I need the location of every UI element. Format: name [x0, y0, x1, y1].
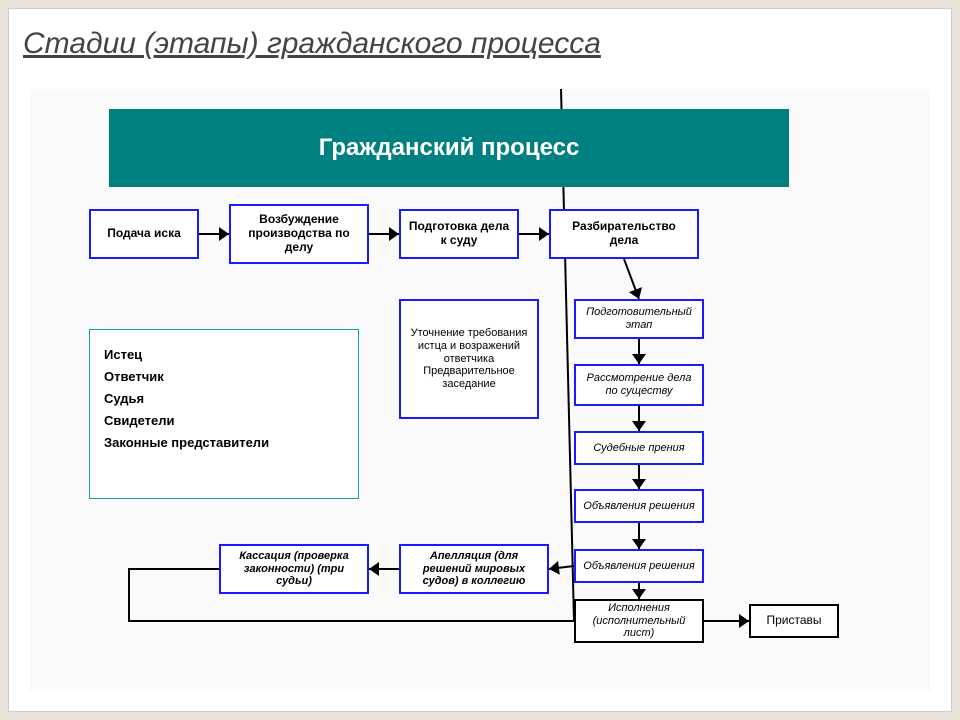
- header-box: Гражданский процесс: [109, 109, 789, 187]
- page-title: Стадии (этапы) гражданского процесса: [9, 9, 951, 71]
- participants-box: Истец Ответчик Судья Свидетели Законные пред…: [89, 329, 359, 499]
- node-n4: Разбирательство дела: [549, 209, 699, 259]
- node-n14: Приставы: [749, 604, 839, 638]
- node-n2: Возбуждение производства по делу: [229, 204, 369, 264]
- participant-item: Свидетели: [104, 413, 344, 428]
- node-n6: Подготовительный этап: [574, 299, 704, 339]
- node-n1: Подача иска: [89, 209, 199, 259]
- node-n7: Рассмотрение дела по существу: [574, 364, 704, 406]
- node-n3: Подготовка дела к суду: [399, 209, 519, 259]
- participant-item: Законные представители: [104, 435, 344, 450]
- node-n8: Судебные прения: [574, 431, 704, 465]
- participant-item: Ответчик: [104, 369, 344, 384]
- participant-item: Истец: [104, 347, 344, 362]
- node-n9: Объявления решения: [574, 489, 704, 523]
- node-n5: Уточнение требования истца и возражений …: [399, 299, 539, 419]
- slide: Стадии (этапы) гражданского процесса Гра…: [8, 8, 952, 712]
- node-n12: Апелляция (для решений мировых судов) в …: [399, 544, 549, 594]
- diagram-canvas: Гражданский процесс Подача иска Возбуждени…: [29, 89, 931, 691]
- node-n10: Объявления решения: [574, 549, 704, 583]
- node-n13: Кассация (проверка законности) (три судь…: [219, 544, 369, 594]
- participant-item: Судья: [104, 391, 344, 406]
- node-n11: Исполнения (исполнительный лист): [574, 599, 704, 643]
